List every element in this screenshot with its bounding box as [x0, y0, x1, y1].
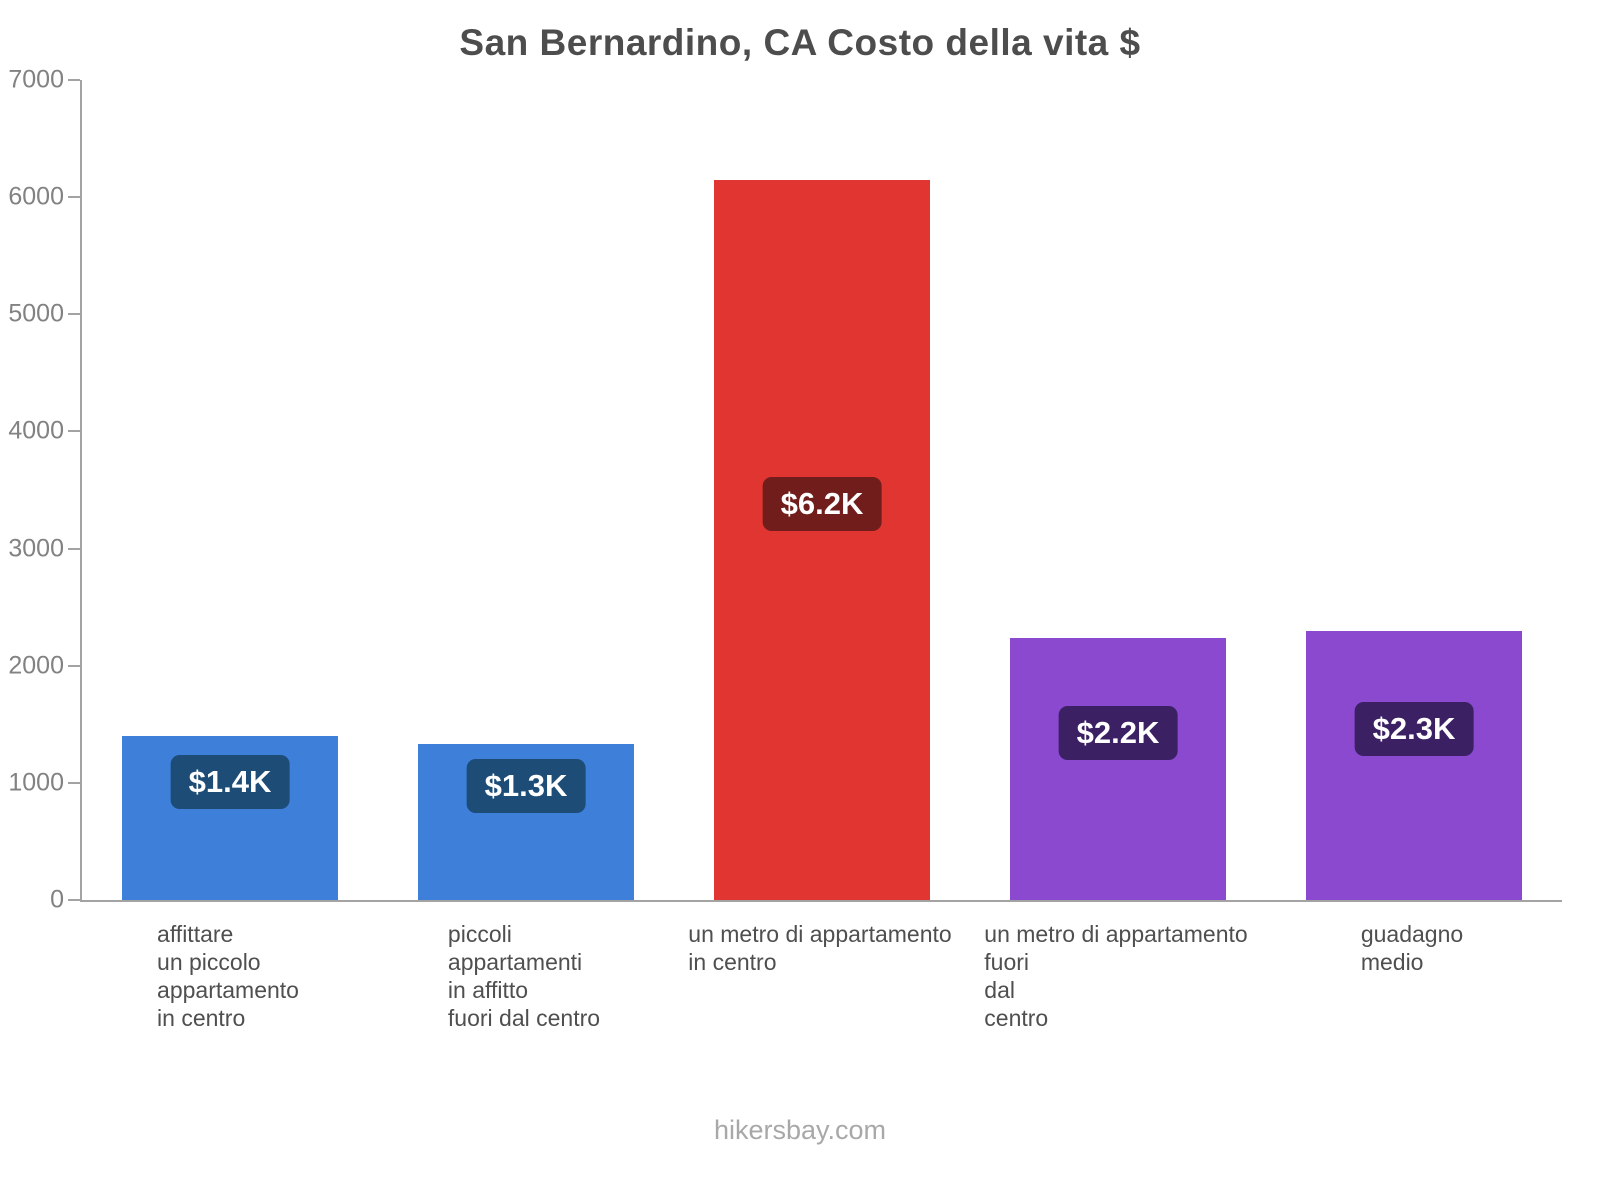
y-tick-label: 6000	[8, 182, 64, 211]
x-category-label: un metro di appartamento fuori dal centr…	[984, 921, 1248, 1031]
y-tick-label: 5000	[8, 299, 64, 328]
x-category-cell: piccoli appartamenti in affitto fuori da…	[376, 920, 672, 1032]
y-tick-mark	[68, 899, 80, 901]
x-category-label: affittare un piccolo appartamento in cen…	[157, 921, 299, 1031]
y-tick-mark	[68, 430, 80, 433]
x-category-cell: un metro di appartamento in centro	[672, 920, 968, 1032]
x-category-cell: affittare un piccolo appartamento in cen…	[80, 920, 376, 1032]
x-category-cell: guadagno medio	[1264, 920, 1560, 1032]
bar-value-label: $6.2K	[762, 476, 882, 531]
y-tick-label: 0	[50, 885, 64, 914]
y-tick-label: 2000	[8, 651, 64, 680]
x-category-cell: un metro di appartamento fuori dal centr…	[968, 920, 1264, 1032]
bar-column-5: $2.3K	[1266, 80, 1562, 900]
bars: $1.4K $1.3K $6.2K $2.2K $2.3K	[82, 80, 1562, 900]
bar-column-4: $2.2K	[970, 80, 1266, 900]
x-category-label: un metro di appartamento in centro	[688, 921, 952, 975]
x-category-label: piccoli appartamenti in affitto fuori da…	[447, 921, 601, 1031]
bar-column-1: $1.4K	[82, 80, 378, 900]
y-axis: 0 1000 2000 3000 4000 5000 6000 7000	[0, 66, 72, 914]
bar-3: $6.2K	[713, 179, 931, 900]
y-tick-label: 1000	[8, 768, 64, 797]
y-tick-mark	[68, 781, 80, 784]
bar-5: $2.3K	[1305, 630, 1523, 900]
y-tick-label: 7000	[8, 65, 64, 94]
y-tick-mark	[68, 79, 80, 81]
bar-value-label: $1.4K	[170, 755, 290, 809]
bar-2: $1.3K	[417, 744, 635, 900]
y-tick-mark	[68, 664, 80, 667]
watermark: hikersbay.com	[713, 1115, 887, 1145]
x-category-label: guadagno medio	[1360, 921, 1464, 975]
y-tick-mark	[68, 196, 80, 199]
bar-1: $1.4K	[121, 736, 339, 900]
y-tick-mark	[68, 547, 80, 550]
chart-title: San Bernardino, CA Costo della vita $	[459, 22, 1141, 63]
bar-column-2: $1.3K	[378, 80, 674, 900]
bar-value-label: $1.3K	[466, 759, 586, 814]
bar-value-label: $2.2K	[1058, 705, 1178, 760]
bar-column-3: $6.2K	[674, 80, 970, 900]
plot-area: $1.4K $1.3K $6.2K $2.2K $2.3K	[68, 79, 1562, 902]
bar-value-label: $2.3K	[1354, 702, 1474, 757]
y-tick-label: 3000	[8, 534, 64, 563]
x-axis-labels: affittare un piccolo appartamento in cen…	[80, 920, 1560, 1032]
y-tick-label: 4000	[8, 416, 64, 445]
y-tick-mark	[68, 313, 80, 316]
bar-4: $2.2K	[1009, 637, 1227, 900]
